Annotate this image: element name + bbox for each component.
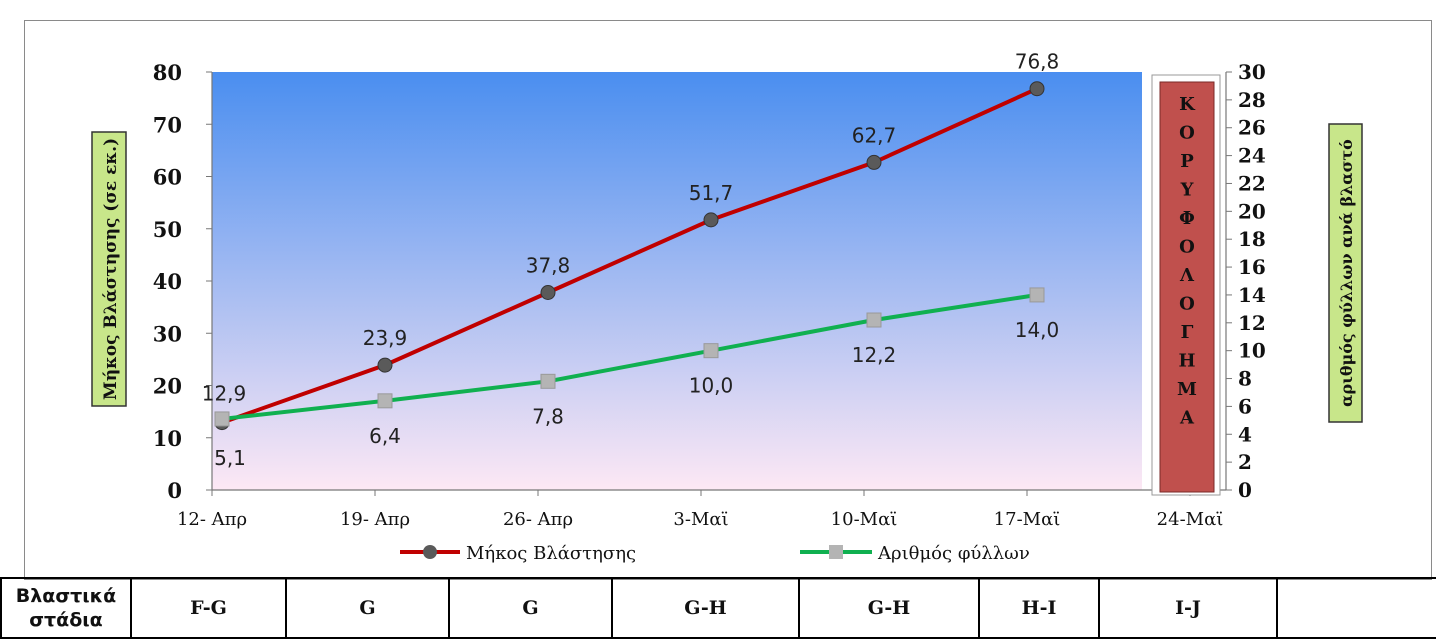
y-right-tick-label: 14 [1238, 283, 1266, 307]
y-right-label-box: αριθμός φύλλων ανά βλαστό [1328, 123, 1363, 423]
data-label: 62,7 [852, 123, 897, 147]
stages-row: Βλαστικά στάδια F-G G G G-H G-H H-I I-J [0, 577, 1436, 639]
y-left-tick-label: 40 [153, 269, 182, 294]
y-left-tick-label: 20 [153, 374, 182, 399]
data-label: 12,9 [202, 382, 247, 406]
y-right-tick-label: 2 [1238, 450, 1252, 474]
data-label: 14,0 [1015, 318, 1060, 342]
legend-marker-1 [423, 545, 437, 559]
data-label: 10,0 [689, 374, 734, 398]
series-2-point [214, 411, 230, 427]
stage-cell: H-I [978, 577, 1100, 639]
y-left-tick-label: 0 [167, 478, 182, 503]
x-tick-label: 24-Μαϊ [1157, 509, 1224, 530]
data-label: 23,9 [363, 326, 408, 350]
series-1-point [377, 357, 393, 373]
y-right-tick-label: 6 [1238, 394, 1252, 418]
series-2-point [540, 373, 556, 389]
data-label: 5,1 [214, 446, 246, 470]
y-right-tick-label: 4 [1238, 422, 1252, 446]
series-line-2 [221, 292, 1038, 421]
legend-label-1: Μήκος Βλάστησης [466, 543, 636, 564]
y-right-label-bg [1328, 123, 1363, 423]
stages-table: Βλαστικά στάδια F-G G G G-H G-H H-I I-J [0, 577, 1436, 639]
stage-cell: I-J [1098, 577, 1278, 639]
stage-cell: G-H [611, 577, 800, 639]
annotation-letter: Ρ [1180, 151, 1194, 172]
annotation-letter: Ο [1179, 123, 1195, 144]
stage-cell: G-H [798, 577, 980, 639]
data-label: 37,8 [526, 253, 571, 277]
x-tick-label: 17-Μαϊ [994, 509, 1061, 530]
series-2-point [703, 343, 719, 359]
annotation-letter: Α [1179, 408, 1195, 429]
y-left-tick-label: 30 [153, 321, 182, 346]
x-tick-label: 19- Απρ [340, 509, 410, 530]
y-right-tick-label: 0 [1238, 478, 1252, 502]
series-1-point [540, 284, 556, 300]
y-right-tick-label: 20 [1238, 199, 1266, 223]
plot-area [212, 72, 1142, 490]
y-left-tick-label: 60 [153, 165, 182, 190]
data-label: 76,8 [1015, 50, 1060, 74]
series-line-1 [221, 86, 1038, 425]
x-tick-label: 12- Απρ [177, 509, 247, 530]
y-left-label-bg [91, 131, 127, 407]
data-label: 51,7 [689, 181, 734, 205]
x-tick-label: 26- Απρ [503, 509, 573, 530]
data-label: 12,2 [852, 343, 897, 367]
annotation-letter: Φ [1179, 208, 1195, 229]
data-label: 6,4 [369, 424, 401, 448]
y-right-tick-label: 28 [1238, 88, 1266, 112]
series-1-point [1029, 81, 1045, 97]
y-right-tick-label: 10 [1238, 339, 1266, 363]
annotation-letter: Μ [1177, 379, 1197, 400]
series-2-point [1029, 287, 1045, 303]
annotation-letter: Υ [1180, 180, 1195, 201]
stage-cell [1276, 577, 1436, 639]
annotation-letter: Γ [1181, 322, 1194, 343]
annotation-box [1159, 81, 1215, 493]
stage-cell: F-G [130, 577, 287, 639]
annotation-letter: Ο [1179, 237, 1195, 258]
y-left-tick-label: 70 [153, 112, 182, 137]
annotation-letter: Κ [1179, 94, 1196, 115]
annotation-letter: Η [1178, 351, 1195, 372]
stage-cell: G [448, 577, 613, 639]
y-left-tick-label: 80 [153, 60, 182, 85]
y-right-tick-label: 16 [1238, 255, 1266, 279]
y-right-tick-label: 18 [1238, 227, 1266, 251]
y-left-tick-label: 50 [153, 217, 182, 242]
y-left-tick-label: 10 [153, 426, 182, 451]
series-2-point [377, 393, 393, 409]
x-tick-label: 10-Μαϊ [831, 509, 898, 530]
annotation-letter: Λ [1179, 265, 1195, 286]
line-chart: 0102030405060708002468101214161820222426… [91, 50, 1363, 564]
series-1-point [866, 154, 882, 170]
y-right-tick-label: 12 [1238, 311, 1266, 335]
y-left-label-box: Μήκος Βλάστησης (σε εκ.) [91, 131, 127, 407]
stage-cell: G [285, 577, 450, 639]
legend-marker-2 [829, 545, 843, 559]
y-right-tick-label: 26 [1238, 116, 1266, 140]
y-right-label: αριθμός φύλλων ανά βλαστό [1337, 139, 1356, 407]
y-right-tick-label: 8 [1238, 367, 1252, 391]
annotation-letter: Ο [1179, 294, 1195, 315]
y-right-tick-label: 22 [1238, 171, 1266, 195]
stages-header-cell: Βλαστικά στάδια [0, 577, 132, 639]
legend-label-2: Αριθμός φύλλων [877, 543, 1030, 564]
y-right-tick-label: 24 [1238, 144, 1266, 168]
y-right-tick-label: 30 [1238, 60, 1266, 84]
series-2-point [866, 312, 882, 328]
y-left-label: Μήκος Βλάστησης (σε εκ.) [101, 138, 121, 400]
x-tick-label: 3-Μαϊ [673, 509, 728, 530]
series-1-point [703, 212, 719, 228]
data-label: 7,8 [532, 404, 564, 428]
